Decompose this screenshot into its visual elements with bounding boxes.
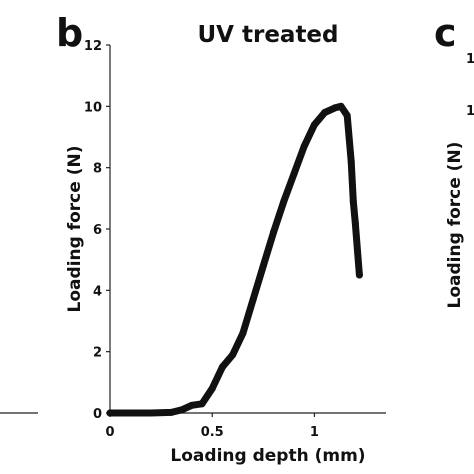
panel-c-ytick-top: 1 — [466, 52, 474, 67]
x-tick-label: 0.5 — [201, 425, 224, 440]
y-ticks: 0 2 4 6 8 10 12 — [84, 39, 110, 422]
y-tick-label: 6 — [93, 223, 102, 238]
x-tick-label: 1 — [310, 425, 319, 440]
data-point — [347, 158, 355, 166]
data-point — [337, 102, 345, 110]
x-axis-label: Loading depth (mm) — [170, 446, 365, 466]
data-point — [188, 401, 196, 409]
data-point — [355, 271, 363, 279]
y-tick-label: 12 — [84, 39, 102, 54]
data-point — [310, 121, 318, 129]
data-point — [229, 351, 237, 359]
data-point — [249, 296, 257, 304]
y-axis-label: Loading force (N) — [65, 146, 85, 313]
data-point — [167, 408, 175, 416]
data-point — [321, 108, 329, 116]
data-point — [349, 197, 357, 205]
data-point — [290, 170, 298, 178]
data-point — [147, 409, 155, 417]
x-ticks: 0 0.5 1 — [105, 413, 319, 440]
y-tick-label: 0 — [93, 407, 102, 422]
y-tick-label: 10 — [84, 100, 102, 115]
panel-c-y-axis-label: Loading force (N) — [445, 142, 465, 309]
y-tick-label: 4 — [93, 284, 102, 299]
data-point — [218, 363, 226, 371]
data-point — [178, 406, 186, 414]
data-point — [343, 112, 351, 120]
data-point — [331, 104, 339, 112]
panel-c-ytick-second: 1 — [466, 104, 474, 119]
data-point — [198, 400, 206, 408]
x-tick-label: 0 — [105, 425, 114, 440]
data-point — [270, 228, 278, 236]
series-line — [106, 102, 363, 417]
y-tick-label: 2 — [93, 346, 102, 361]
data-point — [106, 409, 114, 417]
data-point — [239, 329, 247, 337]
panel-letter-c: c — [434, 11, 457, 55]
panel-letter-b: b — [56, 11, 83, 55]
data-point — [300, 142, 308, 150]
y-tick-label: 8 — [93, 162, 102, 177]
chart-title: UV treated — [198, 22, 339, 48]
data-point — [126, 409, 134, 417]
data-point — [280, 197, 288, 205]
data-point — [259, 262, 267, 270]
series-layer — [106, 102, 363, 417]
data-point — [351, 219, 359, 227]
data-point — [208, 384, 216, 392]
